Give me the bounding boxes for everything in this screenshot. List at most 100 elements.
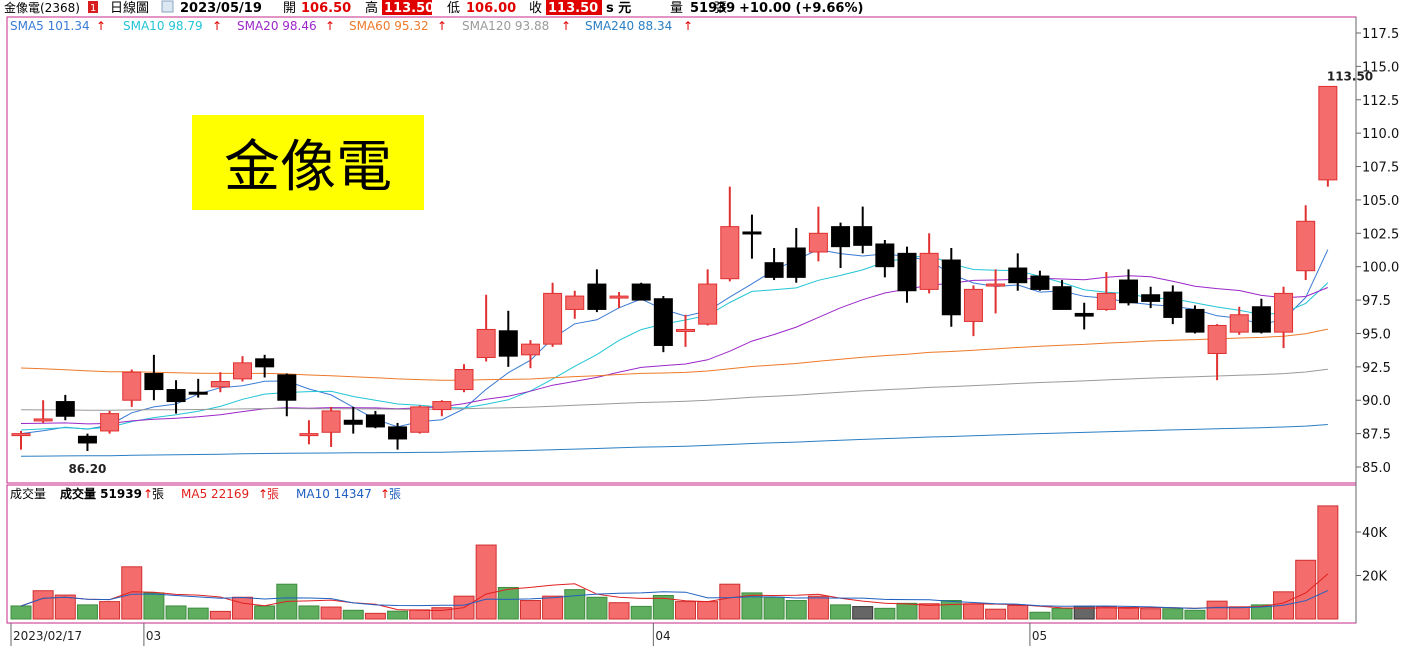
volume-bar [497,586,519,620]
candle-body [609,295,629,299]
volume-bar [32,590,54,620]
volume-legend: 成交量 成交量 51939 ↑ 張 MA5 22169 ↑ 張 MA10 143… [10,486,401,501]
volume-bar [10,605,32,620]
volume-bar [1228,606,1250,620]
sma20-label: SMA20 98.46 [237,19,317,33]
candle-body [1229,314,1249,333]
price-tick-label: 85.0 [1362,461,1391,476]
volume-bar [165,605,187,620]
price-tick-label: 87.5 [1362,428,1391,443]
candle-body [122,371,142,401]
candle-body [520,343,540,356]
volume-legend-ma10-unit: 張 [389,487,401,501]
price-tick-label: 100.0 [1362,261,1399,276]
high-label: 高 [365,0,378,16]
price-tick-label: 92.5 [1362,361,1391,376]
volume-bar [409,609,431,620]
close-value-bg [546,0,602,15]
volume-legend-vol-arrow: ↑ [143,487,153,501]
close-value: 113.50 [548,1,598,16]
volume-bar [1007,605,1029,620]
sma5-label: SMA5 101.34 [10,19,90,33]
volume-layer [10,505,1339,620]
stock-badge: 1 [90,3,96,14]
candle-body [33,418,53,422]
price-tick-label: 105.0 [1362,194,1399,209]
candle-body [676,328,695,332]
calendar-icon[interactable] [161,0,174,13]
volume-bar [542,595,564,620]
candle-body [77,435,97,444]
candle-body [343,419,363,425]
candle-body [166,389,186,403]
volume-bar [1029,611,1051,620]
sma240-arrow: ↑ [683,19,693,33]
volume-bar [1118,606,1139,620]
unit-label: s 元 [606,1,631,16]
volume-bar [1206,600,1228,620]
volume-bar [519,600,541,620]
candle-body [941,259,961,316]
volume-value: 51939 [690,1,735,16]
volume-bar [54,594,76,620]
header-bar: 金像電(2368) 1 日線圖 2023/05/19 開 106.50 高 11… [4,0,863,16]
volume-legend-vol: 成交量 51939 [60,486,142,501]
candle-body [454,369,474,391]
volume-panel-title: 成交量 [10,486,46,501]
candle-body [1251,306,1271,333]
date-tick-label: 04 [655,629,670,643]
sma120-label: SMA120 93.88 [462,19,549,33]
candle-body [786,247,806,278]
volume-bar [1140,608,1162,620]
candle-body [1141,294,1161,302]
candle-body [543,292,563,345]
axis-layer: 85.087.590.092.595.097.5100.0102.5105.01… [10,27,1399,646]
candle-body [188,391,208,395]
volume-bar [985,608,1007,620]
volume-tick-label: 20K [1362,570,1388,585]
price-tick-label: 117.5 [1362,27,1399,42]
candle-body [631,283,651,301]
open-label: 開 [283,1,296,16]
candle-body [255,358,275,368]
volume-bar [1250,604,1272,620]
volume-legend-ma10: MA10 14347 [296,487,372,501]
volume-bar [918,603,940,620]
candle-body [1008,267,1028,284]
candle-body [986,283,1006,287]
candle-body [565,295,585,310]
date-tick-label: 03 [146,629,161,643]
sma20-line [20,275,1329,425]
price-tick-label: 110.0 [1362,127,1399,142]
volume-bar [143,592,165,620]
sma60-arrow: ↑ [437,19,447,33]
price-tick-label: 90.0 [1362,394,1391,409]
candle-body [720,226,740,280]
volume-bar [852,606,874,620]
volume-bar [298,605,320,620]
low-label: 低 [447,1,460,16]
volume-legend-ma5-unit: 張 [267,487,279,501]
volume-bar [652,595,674,620]
price-tick-label: 95.0 [1362,327,1391,342]
price-layer: 113.50 86.20 [11,69,1373,476]
volume-legend-ma5: MA5 22169 [181,487,249,501]
volume-unit: 張 [714,1,727,16]
volume-bar [896,602,918,620]
volume-bar [342,609,364,620]
volume-bar [719,583,741,620]
volume-bar [1162,608,1184,620]
volume-legend-ma5-arrow: ↑ [258,487,268,501]
sma10-line [20,254,1329,431]
candle-body [365,414,385,428]
candle-body [1296,220,1316,272]
candle-body [1318,85,1338,181]
volume-ma5-line [20,573,1329,612]
price-tick-label: 102.5 [1362,227,1399,242]
volume-bar [187,607,209,620]
candle-body [55,401,75,417]
candle-body [1163,291,1183,318]
volume-bar [697,601,719,620]
period-label[interactable]: 日線圖 [110,0,149,16]
